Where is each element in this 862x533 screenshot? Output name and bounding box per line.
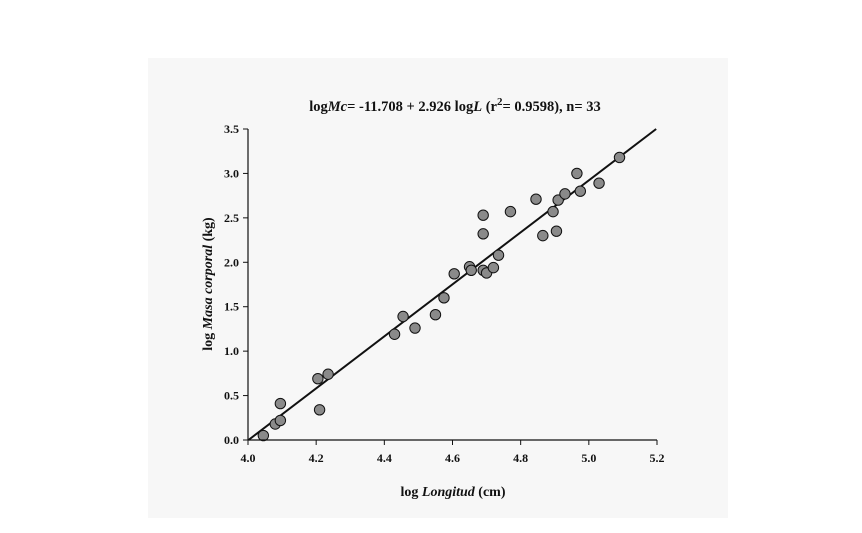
data-point: [550, 225, 563, 237]
x-tick-label: 4.0: [241, 451, 256, 465]
x-tick-label: 5.0: [581, 451, 596, 465]
data-point: [477, 228, 489, 240]
data-point: [274, 414, 287, 427]
data-point: [448, 268, 460, 280]
data-point: [429, 309, 442, 321]
data-point: [574, 185, 587, 197]
data-point: [613, 151, 626, 164]
data-point: [313, 404, 326, 416]
data-point: [465, 264, 477, 276]
x-tick-label: 4.6: [445, 451, 460, 465]
data-point: [504, 205, 517, 218]
x-tick-label: 4.4: [377, 451, 392, 465]
data-point: [571, 167, 583, 180]
data-point: [593, 177, 605, 189]
y-tick-label: 3.5: [224, 122, 239, 136]
data-point: [537, 229, 549, 242]
x-tick-label: 5.2: [650, 451, 665, 465]
data-point: [492, 249, 505, 261]
data-point: [312, 372, 324, 385]
data-point: [409, 322, 421, 334]
chart-title: logMc= -11.708 + 2.926 logL (r2= 0.9598)…: [309, 96, 601, 115]
figure-background: [148, 58, 728, 518]
x-tick-label: 4.2: [309, 451, 324, 465]
data-point: [547, 205, 559, 218]
regression-line: [247, 128, 657, 441]
data-point: [388, 328, 401, 340]
x-tick-label: 4.8: [513, 451, 528, 465]
data-point: [257, 429, 270, 442]
y-tick-label: 3.0: [224, 166, 239, 180]
data-point: [322, 368, 334, 380]
data-point: [477, 209, 489, 221]
y-tick-label: 2.0: [224, 255, 239, 269]
data-point: [397, 310, 409, 323]
y-tick-label: 1.5: [224, 300, 239, 314]
data-point: [559, 188, 571, 200]
data-point: [487, 261, 500, 274]
y-tick-label: 0.5: [224, 389, 239, 403]
y-tick-label: 0.0: [224, 433, 239, 447]
data-point: [274, 397, 287, 410]
y-tick-label: 2.5: [224, 211, 239, 225]
data-point: [438, 292, 450, 304]
data-point: [530, 193, 542, 205]
y-axis-title: log Masa corporal (kg): [201, 217, 216, 351]
x-axis-title: log Longitud (cm): [401, 485, 506, 500]
y-tick-label: 1.0: [224, 344, 239, 358]
